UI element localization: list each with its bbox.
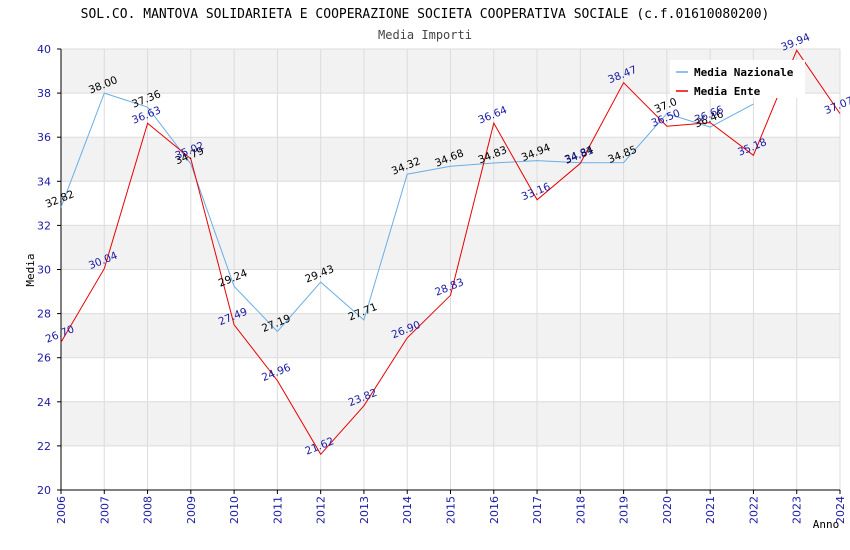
y-tick-label: 30: [37, 264, 51, 277]
y-tick-label: 32: [37, 219, 51, 232]
x-tick-label: 2021: [704, 496, 717, 524]
x-tick-label: 2011: [271, 496, 284, 524]
y-tick-label: 28: [37, 308, 51, 321]
legend-entry-media-ente: Media Ente: [694, 85, 761, 98]
x-tick-label: 2008: [142, 496, 155, 524]
x-axis-label: Anno: [813, 518, 840, 531]
legend-entry-media-nazionale: Media Nazionale: [694, 66, 794, 79]
axes: [57, 48, 841, 494]
x-tick-label: 2006: [55, 496, 68, 524]
x-tick-label: 2014: [401, 496, 414, 524]
x-tick-label: 2007: [98, 496, 111, 524]
x-tick-label: 2016: [488, 496, 501, 524]
x-tick-label: 2009: [185, 496, 198, 524]
x-tick-labels: 2006 2007 2008 2009 2010 2011 2012 2013 2014 2015…: [55, 496, 847, 524]
chart-subtitle: Media Importi: [378, 28, 472, 42]
x-tick-label: 2023: [791, 496, 804, 524]
series-lines: [60, 49, 841, 456]
y-tick-label: 26: [37, 352, 51, 365]
x-tick-label: 2020: [661, 496, 674, 524]
y-tick-label: 36: [37, 131, 51, 144]
legend: Media Nazionale Media Ente: [670, 60, 805, 98]
x-tick-label: 2018: [574, 496, 587, 524]
y-tick-label: 24: [37, 396, 51, 409]
y-tick-label: 34: [37, 175, 51, 188]
legend-box: [670, 60, 805, 98]
y-tick-label: 20: [37, 484, 51, 497]
x-tick-label: 2019: [618, 496, 631, 524]
y-axis-label: Media: [24, 253, 37, 286]
y-tick-labels: 20 22 24 26 28 30 32 34 36 38 40: [37, 43, 51, 497]
series-line-media-ente: [60, 49, 841, 456]
y-tick-label: 38: [37, 87, 51, 100]
y-tick-label: 22: [37, 440, 51, 453]
x-tick-label: 2010: [228, 496, 241, 524]
x-tick-label: 2013: [358, 496, 371, 524]
x-tick-label: 2022: [747, 496, 760, 524]
chart-title: SOL.CO. MANTOVA SOLIDARIETA E COOPERAZIO…: [81, 7, 770, 22]
x-tick-label: 2015: [445, 496, 458, 524]
series-line-media-nazionale: [60, 92, 754, 333]
y-tick-label: 40: [37, 43, 51, 56]
x-tick-label: 2024: [834, 496, 847, 524]
x-tick-label: 2012: [315, 496, 328, 524]
x-tick-label: 2017: [531, 496, 544, 524]
